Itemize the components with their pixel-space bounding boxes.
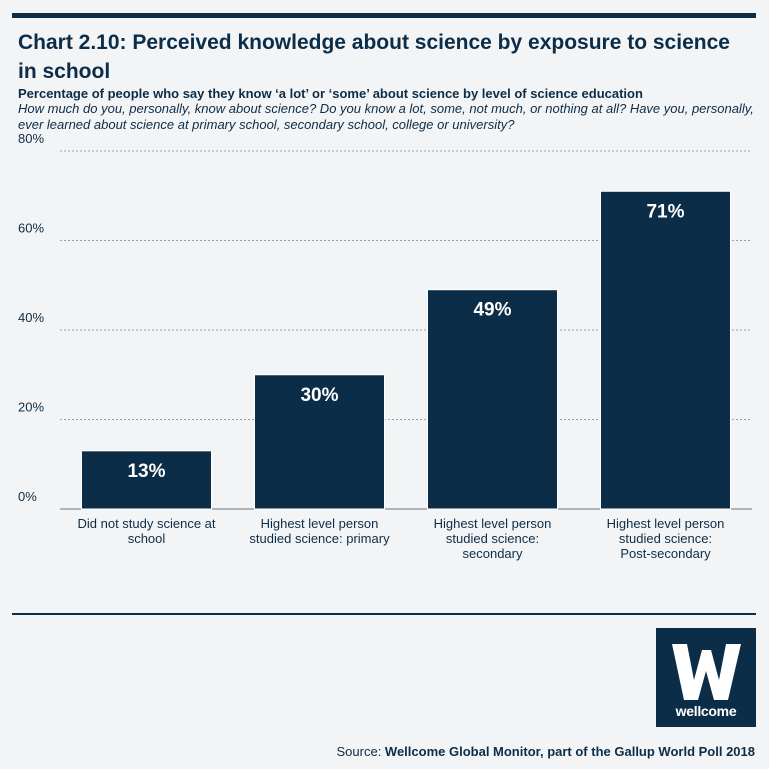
top-rule xyxy=(12,13,756,18)
x-category-label: Highest level person studied science: seco… xyxy=(434,516,552,561)
bar-value-label: 71% xyxy=(646,201,684,222)
bar xyxy=(600,190,731,510)
y-tick-label: 80% xyxy=(18,131,44,146)
x-category-label-line: studied science: xyxy=(619,531,712,546)
x-category-label: Highest level person studied science: pri… xyxy=(249,516,390,546)
source-label: Source: xyxy=(336,744,385,759)
bar-value-label: 13% xyxy=(127,461,165,482)
bar-chart: 0% 20% 40% 60% 80% 13% Did not study science a… xyxy=(18,131,752,561)
source-text: Wellcome Global Monitor, part of the Gal… xyxy=(384,744,755,759)
bar-value-label: 30% xyxy=(300,385,338,406)
x-category-label-line: secondary xyxy=(463,546,523,561)
x-category-label-line: school xyxy=(128,531,166,546)
bar xyxy=(427,289,558,510)
y-tick-label: 60% xyxy=(18,221,44,236)
x-category-label-line: Post-secondary xyxy=(620,546,711,561)
bottom-rule xyxy=(12,613,756,615)
wellcome-w-icon xyxy=(672,644,741,700)
source-note: Source: Wellcome Global Monitor, part of… xyxy=(337,744,756,759)
bar-value-label: 49% xyxy=(473,300,511,321)
x-category-label: Highest level person studied science: Post… xyxy=(607,516,725,561)
survey-question: How much do you, personally, know about … xyxy=(18,101,754,132)
x-category-label-line: Highest level person xyxy=(607,516,725,531)
bar xyxy=(254,374,385,510)
x-category-label-line: Highest level person xyxy=(434,516,552,531)
x-category-label-line: Highest level person xyxy=(261,516,379,531)
logo-wordmark: wellcome xyxy=(675,703,737,719)
chart-subtitle: Percentage of people who say they know ‘… xyxy=(18,86,643,101)
chart-title: Chart 2.10: Perceived knowledge about sc… xyxy=(18,31,730,83)
y-tick-label: 40% xyxy=(18,310,44,325)
x-category-label-line: studied science: primary xyxy=(249,531,390,546)
bar xyxy=(81,450,212,510)
y-tick-label: 20% xyxy=(18,400,44,415)
x-category-label-line: Did not study science at xyxy=(77,516,215,531)
x-category-label-line: studied science: xyxy=(446,531,539,546)
wellcome-logo: wellcome xyxy=(656,628,756,727)
x-category-label: Did not study science at school xyxy=(77,516,215,546)
y-tick-label: 0% xyxy=(18,489,37,504)
